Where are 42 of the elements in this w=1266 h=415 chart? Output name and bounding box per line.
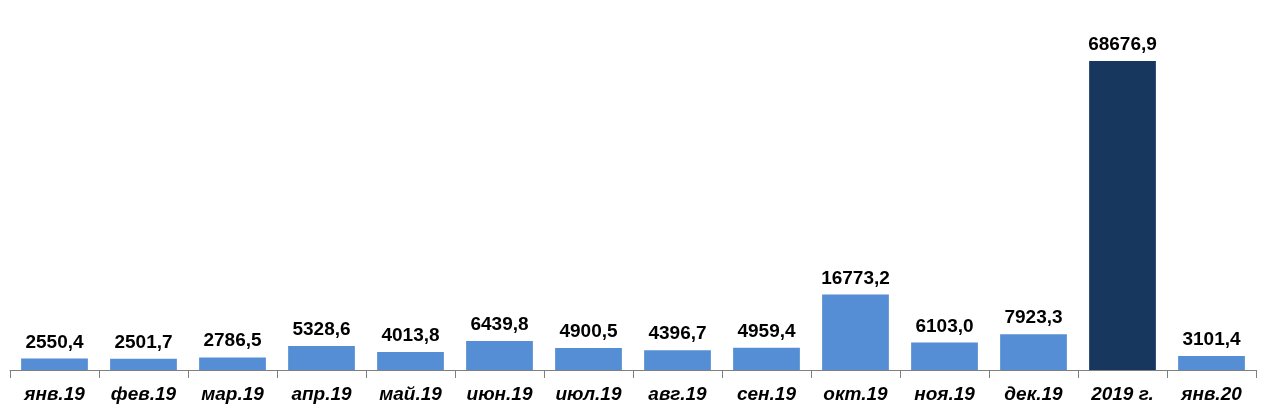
- x-tick-label: ноя.19: [914, 383, 976, 404]
- data-label: 2550,4: [25, 330, 84, 352]
- bar: [644, 350, 711, 370]
- bar: [733, 347, 800, 370]
- x-tick-label: окт.19: [823, 383, 889, 404]
- bar: [288, 346, 355, 370]
- data-label: 5328,6: [292, 318, 351, 340]
- x-tick-label: мар.19: [201, 383, 265, 404]
- data-label: 16773,2: [821, 266, 890, 288]
- bar: [377, 351, 444, 370]
- bar: [1089, 60, 1156, 370]
- data-label: 4013,8: [381, 323, 440, 345]
- x-tick-label: дек.19: [1004, 383, 1064, 404]
- data-label: 4396,7: [648, 322, 707, 344]
- bar: [822, 294, 889, 370]
- data-label: 4900,5: [559, 319, 618, 341]
- data-label: 4959,4: [737, 319, 796, 341]
- x-tick-label: июл.19: [555, 383, 622, 404]
- data-label: 7923,3: [1004, 306, 1063, 328]
- bar: [1000, 334, 1067, 370]
- x-tick-label: апр.19: [291, 383, 353, 404]
- data-label: 6439,8: [470, 313, 529, 335]
- bar: [555, 347, 622, 370]
- x-tick-label: сен.19: [736, 383, 797, 404]
- bar: [21, 358, 88, 370]
- x-tick-label: 2019 г.: [1090, 383, 1154, 404]
- bar: [466, 341, 533, 370]
- x-tick-label: май.19: [379, 383, 443, 404]
- bar: [1178, 356, 1245, 370]
- bar: [110, 358, 177, 370]
- bar: [911, 342, 978, 370]
- x-tick-label: янв.19: [23, 383, 86, 404]
- data-label: 3101,4: [1182, 328, 1241, 350]
- x-tick-label: авг.19: [648, 383, 708, 404]
- data-label: 6103,0: [915, 314, 974, 336]
- x-tick-label: янв.20: [1180, 383, 1243, 404]
- data-label: 2786,5: [203, 329, 262, 351]
- data-label: 2501,7: [114, 330, 173, 352]
- x-tick-label: июн.19: [466, 383, 533, 404]
- data-label: 68676,9: [1088, 32, 1157, 54]
- x-tick-label: фев.19: [110, 383, 177, 404]
- bar: [199, 357, 266, 370]
